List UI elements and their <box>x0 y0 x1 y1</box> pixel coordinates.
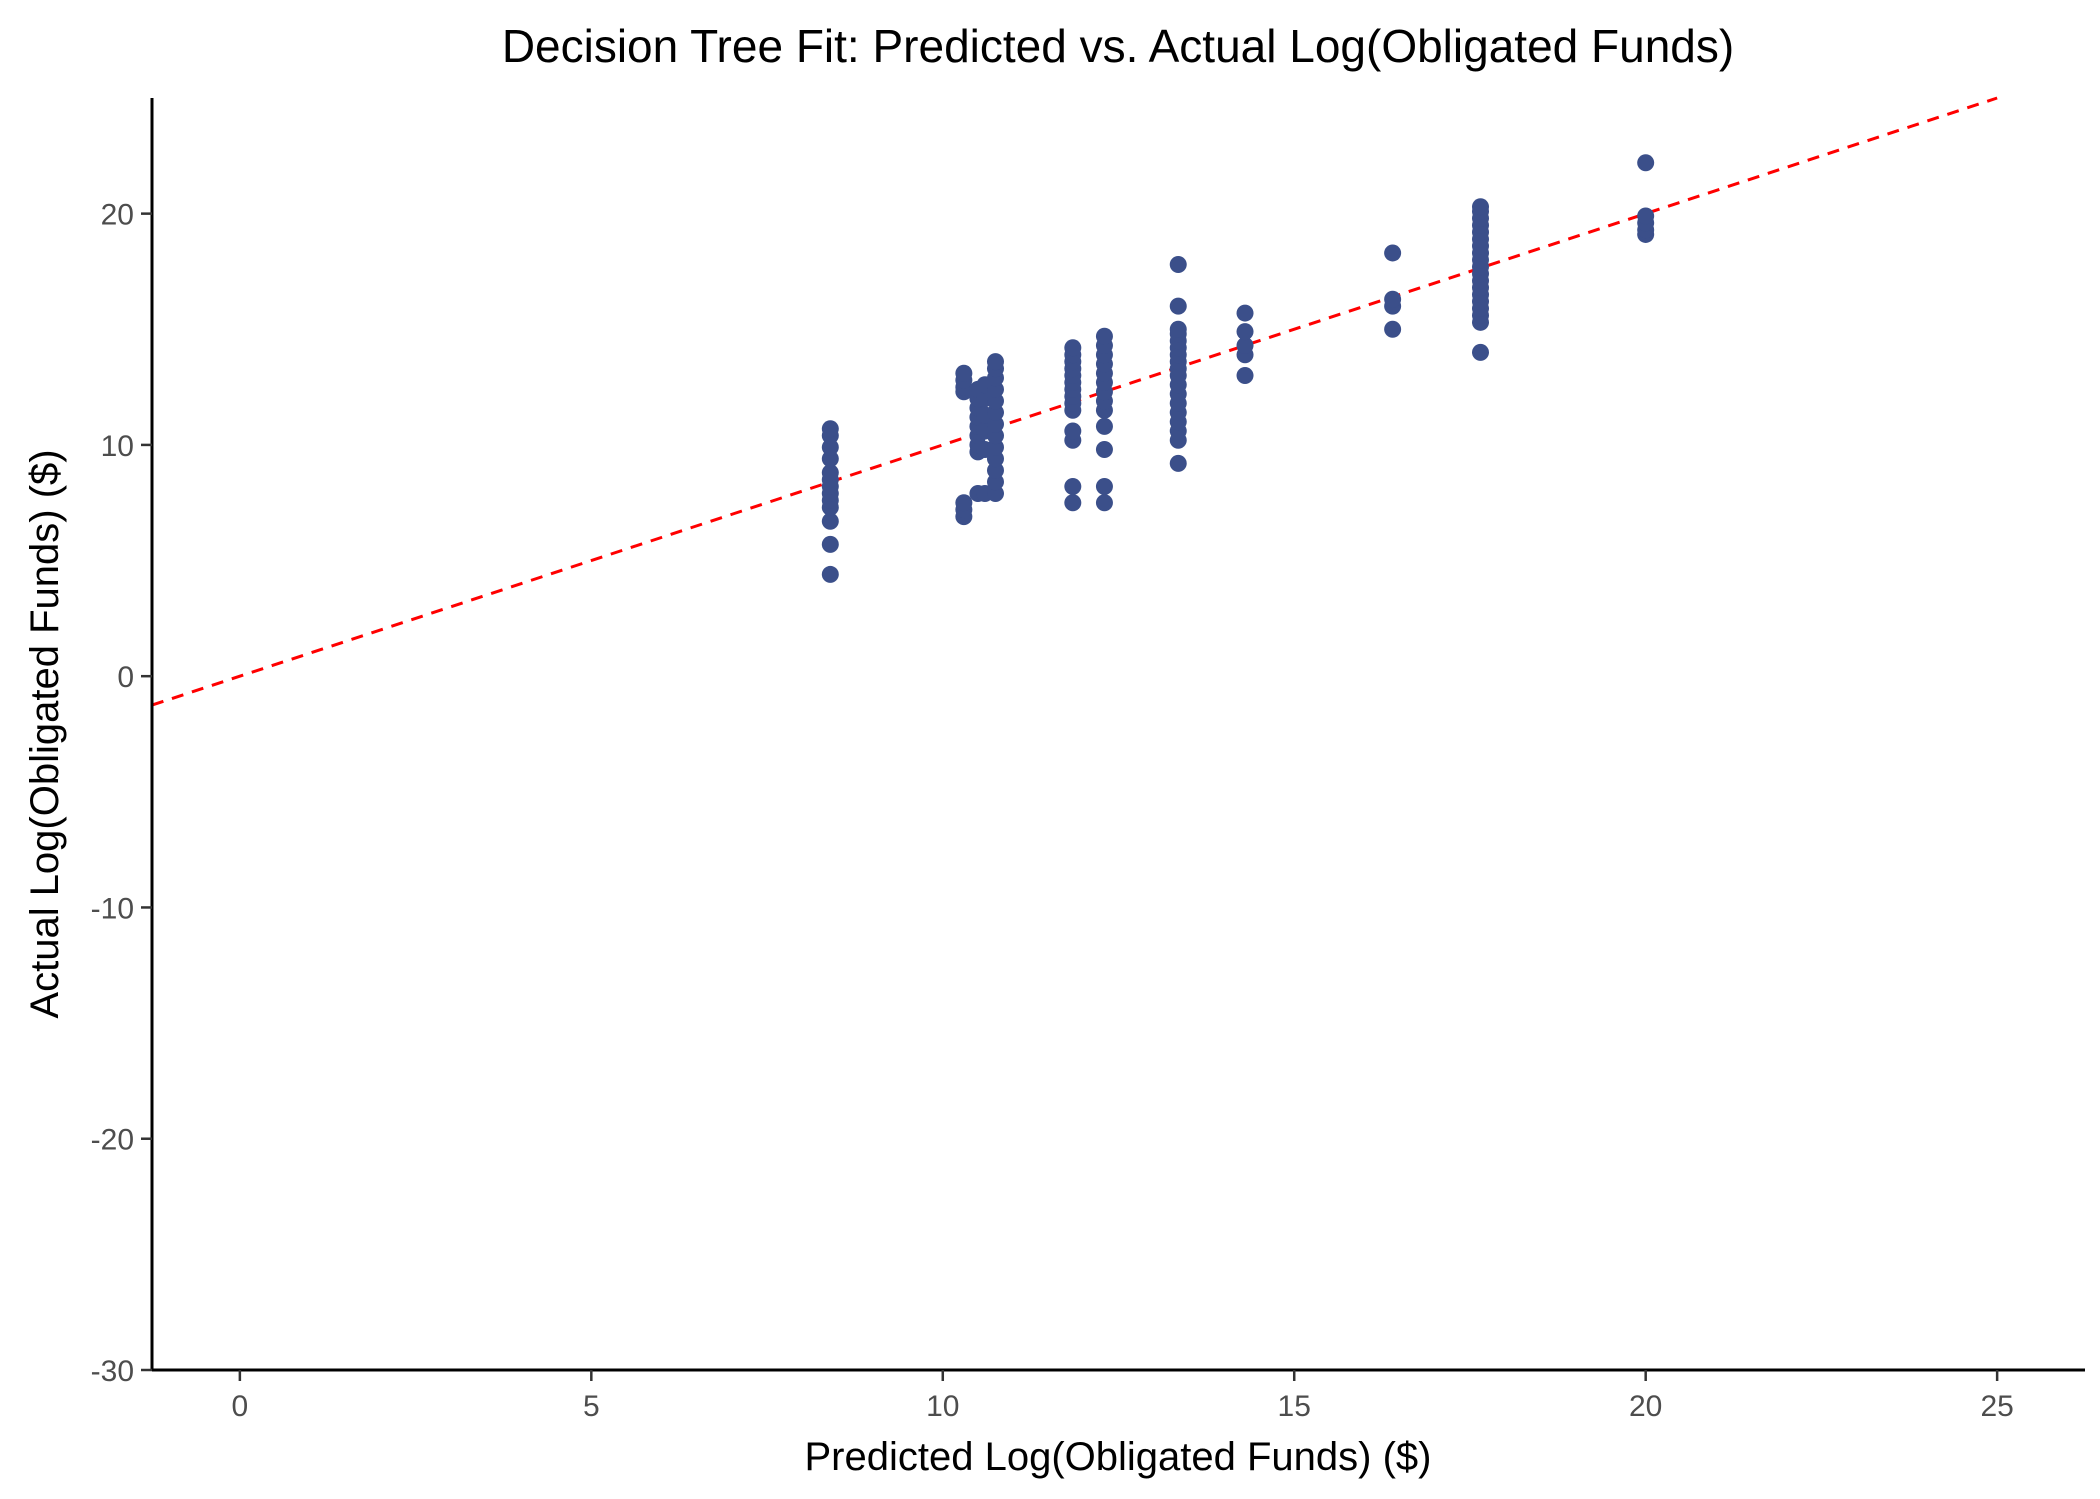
data-point <box>821 565 839 583</box>
chart-title: Decision Tree Fit: Predicted vs. Actual … <box>502 20 1734 72</box>
data-point <box>955 494 973 512</box>
data-point <box>1384 244 1402 262</box>
data-point <box>1471 343 1489 361</box>
data-point <box>1095 417 1113 435</box>
data-point <box>1169 454 1187 472</box>
data-point <box>1095 327 1113 345</box>
y-axis-ticks: -30 -20 -10 0 10 20 <box>91 199 152 1388</box>
data-point <box>986 353 1004 371</box>
data-point <box>1637 207 1655 225</box>
x-tick-label: 0 <box>232 1390 249 1423</box>
data-point <box>1471 198 1489 216</box>
y-tick-label: 0 <box>117 661 134 694</box>
data-point <box>821 512 839 530</box>
data-point <box>1095 441 1113 459</box>
y-tick-label: -20 <box>91 1124 134 1157</box>
data-point <box>1064 494 1082 512</box>
x-axis-ticks: 0 5 10 15 20 25 <box>232 1370 2014 1423</box>
y-tick-label: 20 <box>101 199 134 232</box>
data-point <box>1236 323 1254 341</box>
data-point <box>821 420 839 438</box>
data-point <box>1095 494 1113 512</box>
data-point <box>1169 256 1187 274</box>
data-point <box>1095 478 1113 496</box>
data-point <box>1169 320 1187 338</box>
data-points <box>821 154 1655 583</box>
data-point <box>1064 478 1082 496</box>
data-point <box>1064 422 1082 440</box>
data-point <box>1384 320 1402 338</box>
data-point <box>955 364 973 382</box>
x-tick-label: 10 <box>926 1390 959 1423</box>
data-point <box>1236 336 1254 354</box>
data-point <box>1236 367 1254 385</box>
data-point <box>1064 339 1082 357</box>
data-point <box>1384 290 1402 308</box>
data-point <box>1637 154 1655 172</box>
y-tick-label: -10 <box>91 892 134 925</box>
x-tick-label: 5 <box>583 1390 600 1423</box>
data-point <box>821 535 839 553</box>
x-tick-label: 20 <box>1629 1390 1662 1423</box>
x-tick-label: 15 <box>1278 1390 1311 1423</box>
data-point <box>1236 304 1254 322</box>
y-axis-title: Actual Log(Obligated Funds) ($) <box>23 449 67 1018</box>
x-tick-label: 25 <box>1980 1390 2013 1423</box>
data-point <box>1169 297 1187 315</box>
data-point <box>821 464 839 482</box>
y-tick-label: -30 <box>91 1355 134 1388</box>
x-axis-title: Predicted Log(Obligated Funds) ($) <box>805 1435 1432 1479</box>
y-tick-label: 10 <box>101 430 134 463</box>
